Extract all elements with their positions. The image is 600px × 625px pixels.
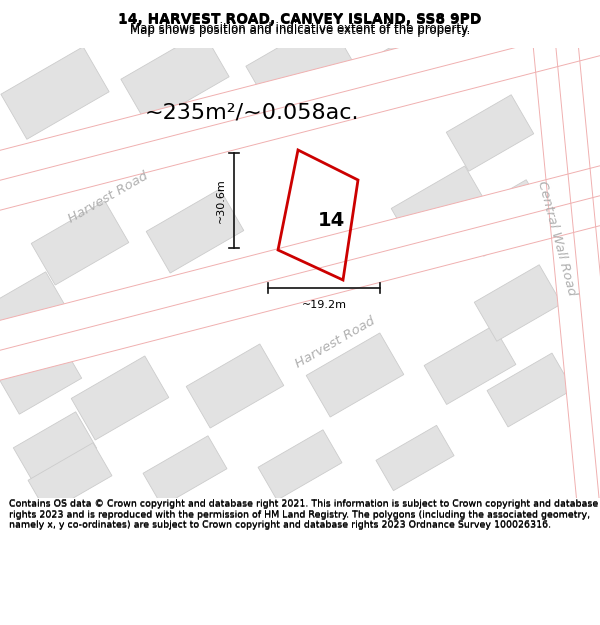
Text: 14, HARVEST ROAD, CANVEY ISLAND, SS8 9PD: 14, HARVEST ROAD, CANVEY ISLAND, SS8 9PD	[118, 12, 482, 26]
Polygon shape	[424, 326, 516, 404]
Polygon shape	[186, 344, 284, 428]
Polygon shape	[258, 430, 342, 500]
Text: ~19.2m: ~19.2m	[302, 300, 347, 310]
Polygon shape	[0, 272, 67, 344]
Text: Harvest Road: Harvest Road	[293, 315, 377, 371]
Polygon shape	[71, 356, 169, 440]
Polygon shape	[0, 160, 600, 386]
Polygon shape	[146, 189, 244, 273]
Polygon shape	[13, 412, 97, 484]
Polygon shape	[391, 166, 489, 250]
Text: 14: 14	[317, 211, 345, 229]
Polygon shape	[306, 333, 404, 417]
Polygon shape	[533, 36, 600, 510]
Text: Map shows position and indicative extent of the property.: Map shows position and indicative extent…	[130, 21, 470, 34]
Text: ~30.6m: ~30.6m	[216, 178, 226, 223]
Polygon shape	[487, 353, 573, 427]
Polygon shape	[461, 180, 549, 256]
Polygon shape	[474, 265, 562, 341]
Polygon shape	[28, 442, 112, 513]
Polygon shape	[121, 32, 229, 124]
Polygon shape	[143, 436, 227, 506]
Polygon shape	[373, 18, 467, 99]
Text: 14, HARVEST ROAD, CANVEY ISLAND, SS8 9PD: 14, HARVEST ROAD, CANVEY ISLAND, SS8 9PD	[118, 14, 482, 28]
Polygon shape	[1, 47, 109, 139]
Polygon shape	[31, 201, 129, 285]
Text: Map shows position and indicative extent of the property.: Map shows position and indicative extent…	[130, 24, 470, 38]
Text: ~235m²/~0.058ac.: ~235m²/~0.058ac.	[145, 103, 359, 123]
Text: Harvest Road: Harvest Road	[66, 170, 150, 226]
Text: Contains OS data © Crown copyright and database right 2021. This information is : Contains OS data © Crown copyright and d…	[9, 499, 598, 529]
Polygon shape	[246, 19, 354, 111]
Polygon shape	[446, 95, 534, 171]
Polygon shape	[0, 0, 600, 216]
Text: Contains OS data © Crown copyright and database right 2021. This information is : Contains OS data © Crown copyright and d…	[9, 501, 598, 530]
Polygon shape	[376, 426, 454, 491]
Polygon shape	[0, 342, 82, 414]
Text: Central Wall Road: Central Wall Road	[535, 179, 578, 297]
